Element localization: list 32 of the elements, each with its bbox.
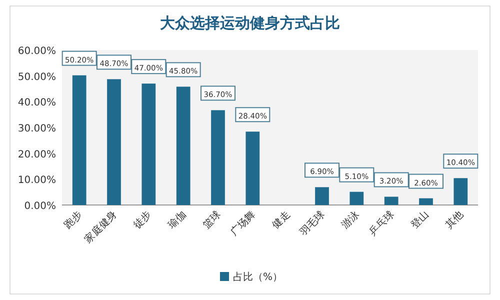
x-tick-label: 乒乓球 [366, 208, 396, 238]
y-tick-label: 0.00% [24, 201, 56, 212]
bar [211, 110, 225, 205]
bar [454, 178, 468, 205]
bar [72, 75, 86, 205]
y-tick-label: 50.00% [18, 72, 56, 83]
chart-title: 大众选择运动健身方式占比 [160, 14, 340, 32]
bar [419, 198, 433, 205]
x-tick-label: 跑步 [62, 208, 84, 232]
x-tick-label: 广场舞 [228, 208, 258, 238]
bar [107, 79, 121, 205]
y-tick-label: 20.00% [18, 149, 56, 160]
bar [176, 86, 190, 205]
x-tick-label: 其他 [443, 208, 466, 232]
x-tick-label: 健走 [270, 208, 292, 232]
x-tick-label: 瑜伽 [166, 208, 188, 232]
bar [384, 196, 398, 205]
y-tick-label: 10.00% [18, 175, 56, 186]
bar [315, 187, 329, 205]
x-tick-label: 徒步 [131, 208, 154, 232]
y-tick-label: 30.00% [18, 124, 56, 134]
bar [142, 84, 156, 205]
y-tick-label: 60.00% [18, 46, 56, 57]
legend-label: 占比（%） [233, 271, 283, 283]
x-tick-label: 羽毛球 [297, 208, 328, 238]
x-tick-label: 登山 [408, 208, 432, 232]
x-tick-label: 家庭健身 [82, 208, 120, 246]
y-tick-label: 40.00% [18, 98, 56, 109]
x-tick-label: 篮球 [200, 208, 224, 232]
bar [350, 192, 364, 205]
x-tick-label: 游泳 [339, 208, 362, 232]
bar [246, 132, 260, 205]
